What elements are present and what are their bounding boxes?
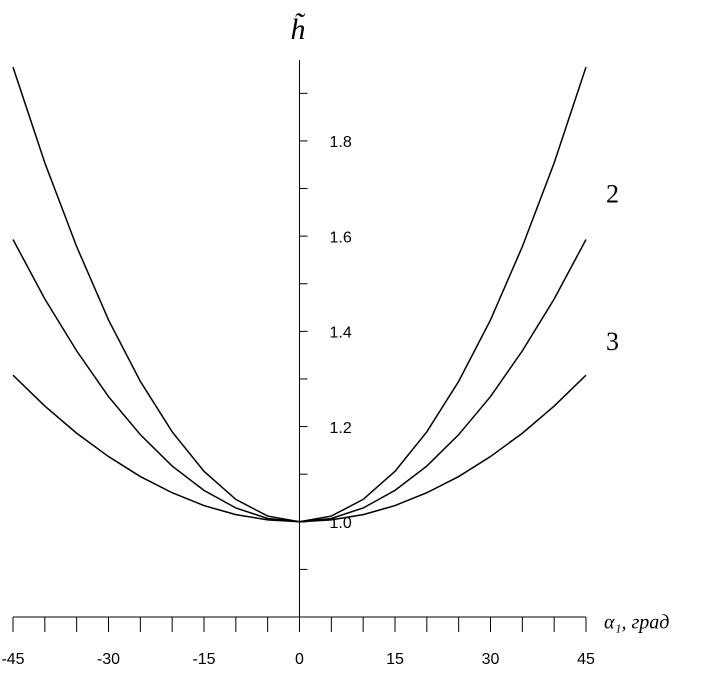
curve-label: 3 — [606, 327, 619, 356]
x-tick-label: 15 — [386, 651, 404, 668]
x-tick-label: 0 — [295, 651, 304, 668]
y-tick-label: 1.6 — [330, 229, 352, 246]
chart-title: h̃ — [291, 13, 306, 46]
x-axis-label: α₁, град — [604, 612, 669, 634]
x-tick-label: -30 — [97, 651, 120, 668]
y-tick-label: 1.2 — [330, 420, 352, 437]
curve — [12, 374, 587, 523]
curve-label: 2 — [606, 179, 619, 208]
x-tick-label: 45 — [577, 651, 595, 668]
x-tick-label: -15 — [192, 651, 215, 668]
y-tick-label: 1.8 — [330, 134, 352, 151]
y-tick-label: 1.4 — [330, 325, 352, 342]
x-tick-label: 30 — [482, 651, 500, 668]
x-tick-label: -45 — [1, 651, 24, 668]
